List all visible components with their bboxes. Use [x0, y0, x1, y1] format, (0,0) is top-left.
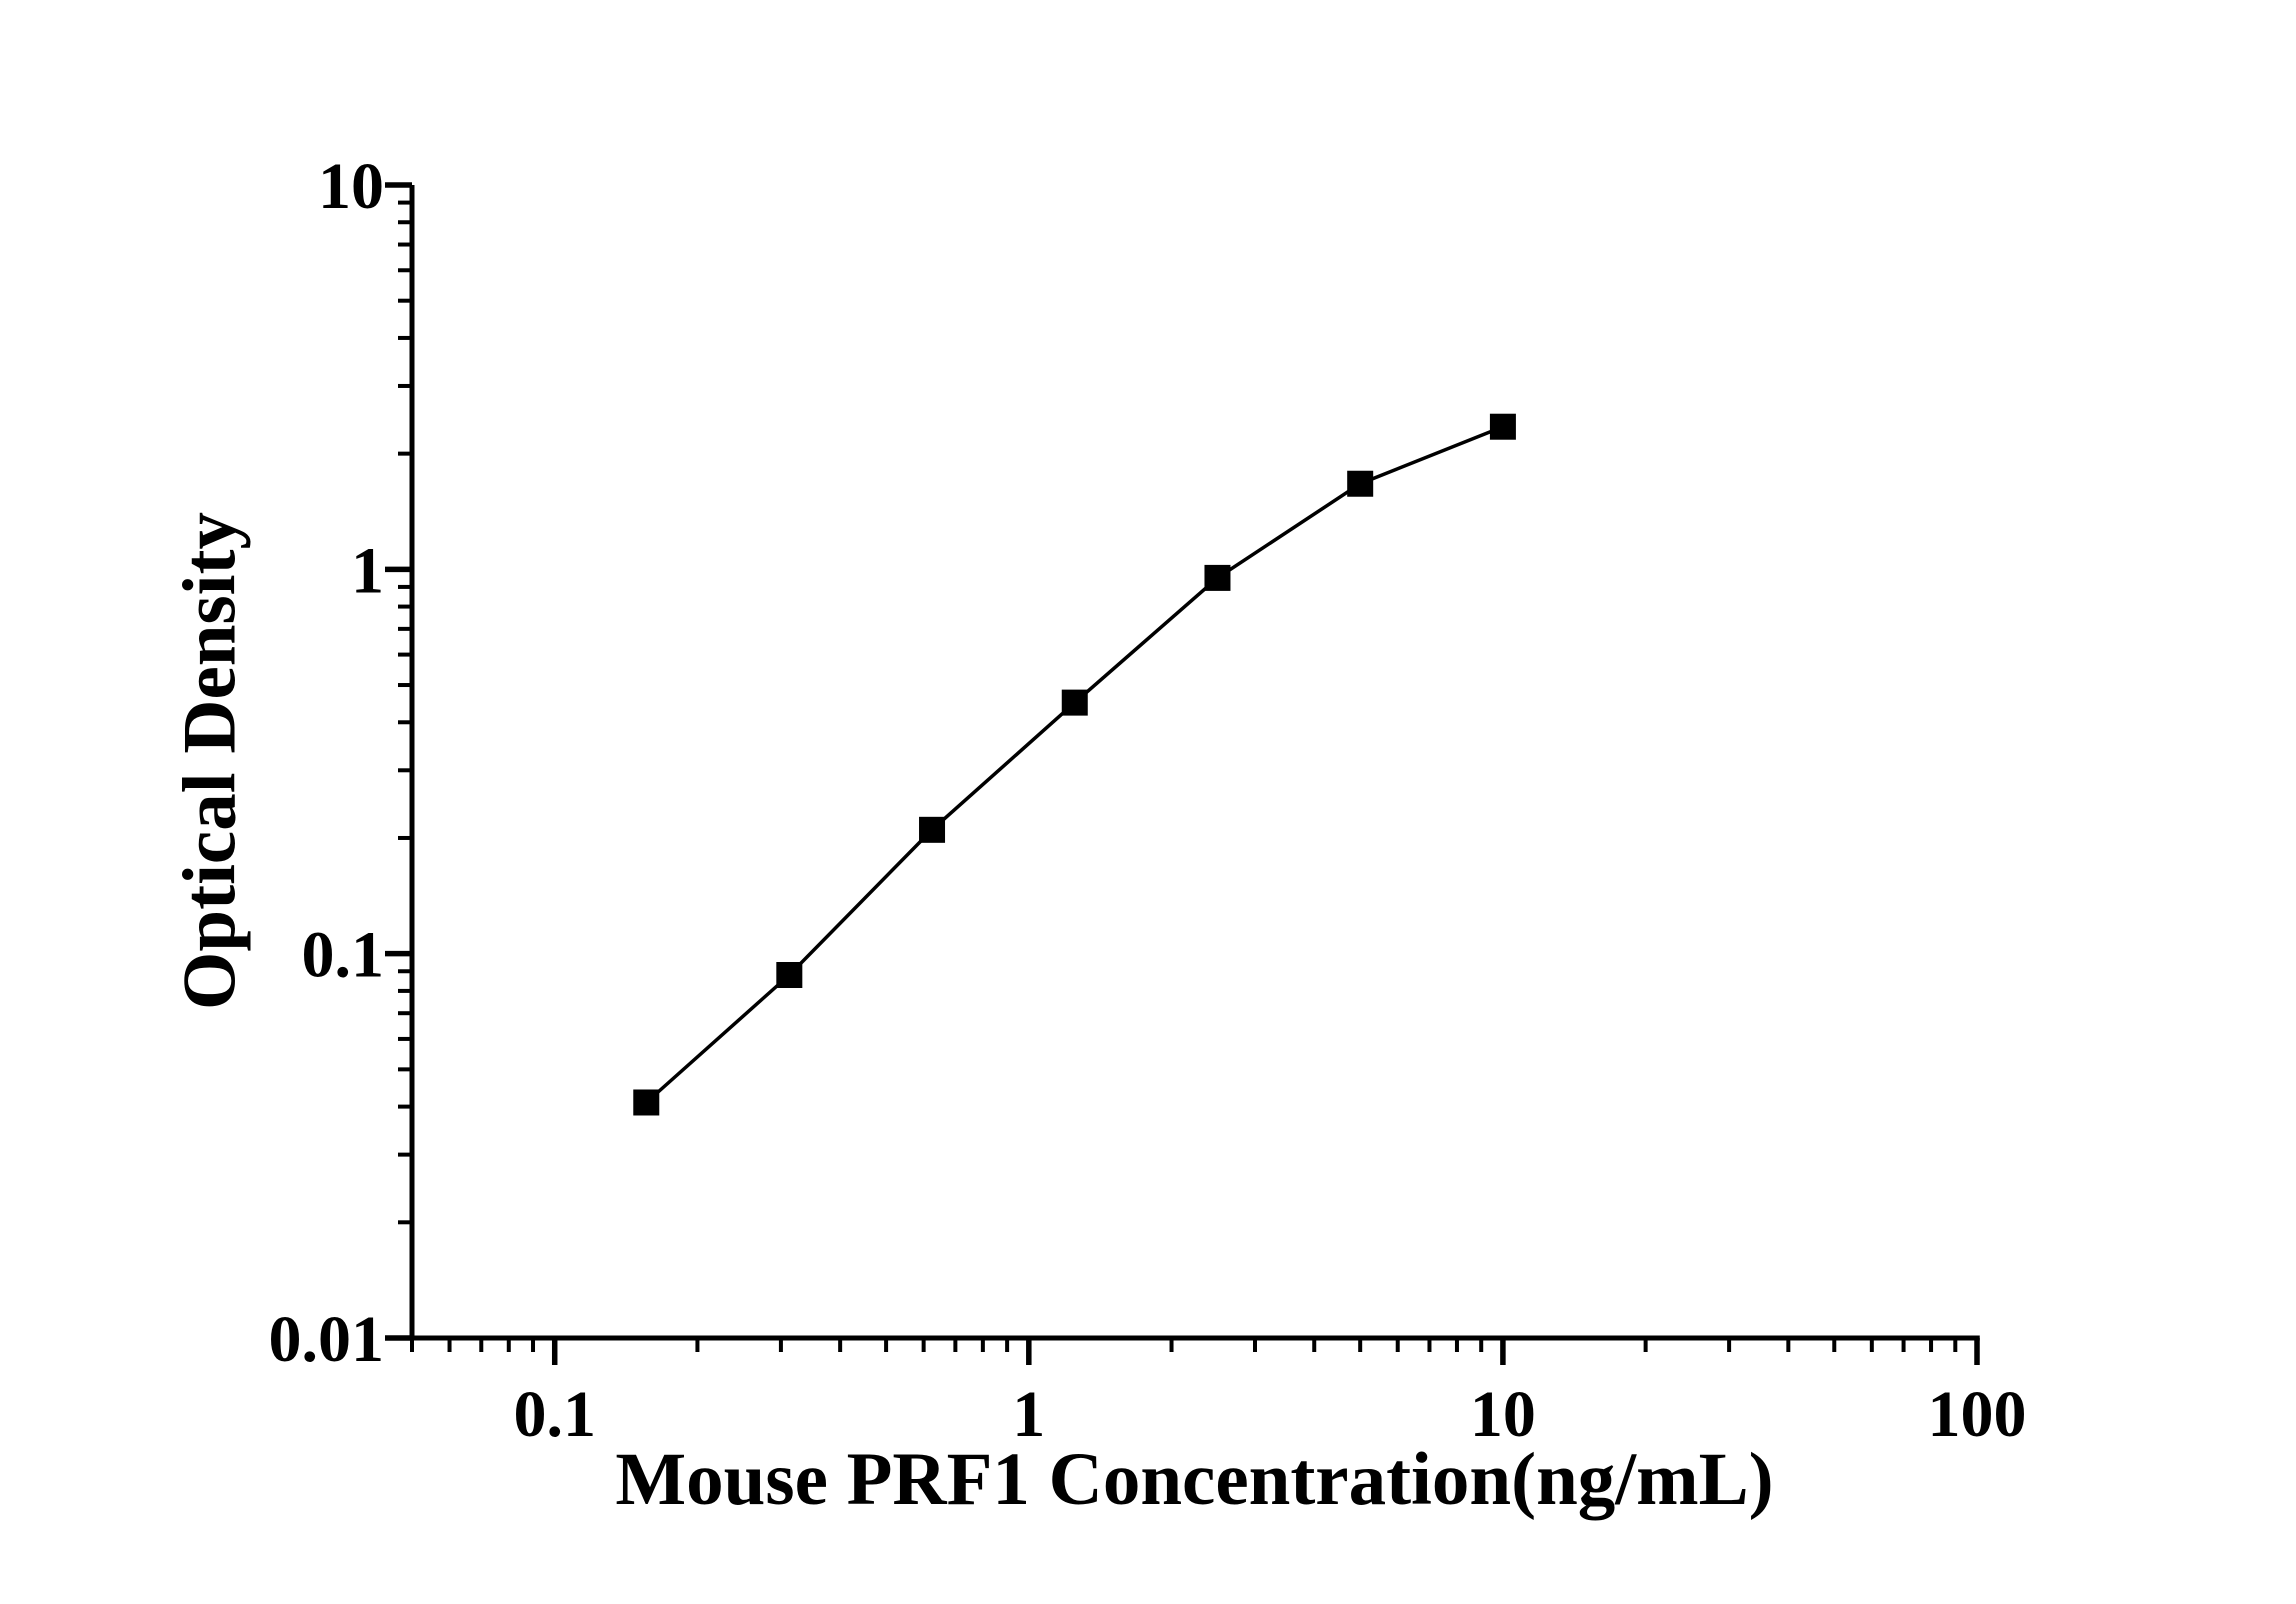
data-point-marker	[1204, 564, 1231, 591]
data-point-marker	[1489, 413, 1516, 440]
data-point-marker	[633, 1089, 660, 1116]
y-tick-label: 0.1	[302, 919, 385, 992]
y-axis-ticks	[385, 182, 412, 1341]
x-tick-label: 0.1	[513, 1378, 596, 1451]
data-point-marker	[1061, 689, 1088, 716]
y-tick-label: 0.01	[269, 1303, 385, 1376]
x-tick-label: 100	[1928, 1378, 2027, 1451]
data-point-marker	[776, 962, 803, 989]
axis-lines	[409, 185, 1980, 1341]
data-point-marker	[919, 816, 946, 843]
series-line	[645, 425, 1504, 1104]
y-axis-tick-labels: 0.01 0.1 1 10	[269, 150, 385, 1376]
y-tick-label: 10	[318, 150, 384, 223]
x-tick-label: 10	[1470, 1378, 1536, 1451]
data-point-marker	[1347, 470, 1374, 497]
x-tick-label: 1	[1012, 1378, 1045, 1451]
x-axis-title: Mouse PRF1 Concentration(ng/mL)	[615, 1438, 1774, 1521]
series-markers	[633, 413, 1516, 1116]
x-axis-tick-labels: 0.1 1 10 100	[513, 1378, 2026, 1451]
y-tick-label: 1	[351, 534, 384, 607]
x-axis-ticks	[410, 1338, 1980, 1365]
y-axis-title: Optical Density	[168, 512, 252, 1010]
